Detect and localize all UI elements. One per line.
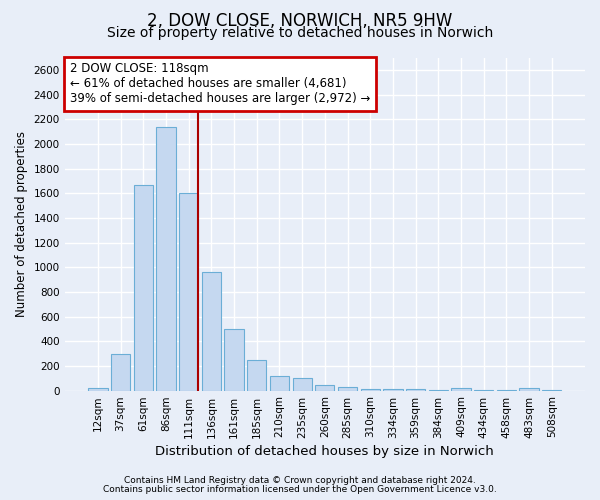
Bar <box>270 376 289 390</box>
Bar <box>293 378 312 390</box>
Bar <box>338 387 357 390</box>
X-axis label: Distribution of detached houses by size in Norwich: Distribution of detached houses by size … <box>155 444 494 458</box>
Y-axis label: Number of detached properties: Number of detached properties <box>15 131 28 317</box>
Bar <box>88 388 107 390</box>
Bar <box>179 193 199 390</box>
Bar <box>111 354 130 391</box>
Bar <box>520 388 539 390</box>
Bar <box>315 385 334 390</box>
Text: 2, DOW CLOSE, NORWICH, NR5 9HW: 2, DOW CLOSE, NORWICH, NR5 9HW <box>148 12 452 30</box>
Bar <box>361 388 380 390</box>
Bar <box>383 389 403 390</box>
Bar <box>451 388 470 390</box>
Text: Contains public sector information licensed under the Open Government Licence v3: Contains public sector information licen… <box>103 485 497 494</box>
Text: 2 DOW CLOSE: 118sqm
← 61% of detached houses are smaller (4,681)
39% of semi-det: 2 DOW CLOSE: 118sqm ← 61% of detached ho… <box>70 62 370 106</box>
Bar <box>224 329 244 390</box>
Text: Size of property relative to detached houses in Norwich: Size of property relative to detached ho… <box>107 26 493 40</box>
Bar <box>157 126 176 390</box>
Bar <box>134 184 153 390</box>
Text: Contains HM Land Registry data © Crown copyright and database right 2024.: Contains HM Land Registry data © Crown c… <box>124 476 476 485</box>
Bar <box>202 272 221 390</box>
Bar <box>247 360 266 390</box>
